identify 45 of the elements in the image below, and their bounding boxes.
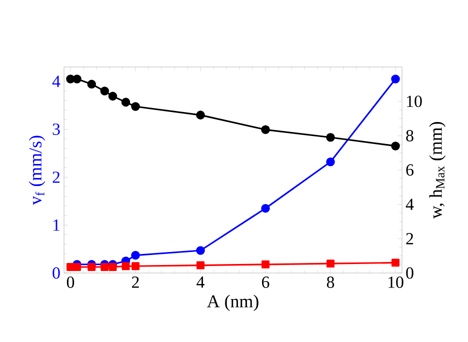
point bbox=[261, 204, 270, 213]
point bbox=[100, 263, 109, 271]
x-tick-label: 6 bbox=[262, 276, 270, 288]
y-tick-label: 0 bbox=[52, 267, 60, 279]
point bbox=[100, 86, 110, 96]
y2-tick-label: 2 bbox=[406, 233, 414, 244]
y2-tick-label: 8 bbox=[406, 130, 414, 142]
x-tick-label: 10 bbox=[388, 276, 404, 288]
x-axis-title: A (nm) bbox=[207, 294, 258, 312]
x-tick-label: 8 bbox=[326, 276, 334, 288]
point bbox=[122, 262, 130, 270]
point bbox=[121, 98, 130, 107]
point bbox=[131, 250, 140, 260]
y-tick-label: 2 bbox=[52, 172, 60, 183]
x-tick-label: 0 bbox=[66, 276, 74, 288]
point bbox=[326, 157, 335, 166]
point bbox=[72, 74, 82, 84]
point bbox=[196, 246, 205, 255]
point bbox=[326, 260, 334, 268]
y2-tick-label: 4 bbox=[406, 198, 414, 210]
point bbox=[391, 74, 400, 84]
x-tick-label: 4 bbox=[196, 276, 204, 288]
point bbox=[88, 263, 96, 271]
y-axis-title: v$_{f}$ (mm/s) bbox=[28, 136, 46, 205]
point bbox=[261, 125, 270, 134]
point bbox=[262, 260, 270, 268]
x-tick-label: 2 bbox=[132, 276, 139, 288]
point bbox=[108, 92, 118, 101]
point bbox=[87, 80, 96, 89]
point bbox=[326, 132, 335, 142]
y2-tick-label: 10 bbox=[407, 96, 422, 108]
point bbox=[196, 261, 204, 270]
y-tick-label: 1 bbox=[53, 219, 60, 231]
y2-tick-label: 0 bbox=[406, 267, 414, 279]
y-tick-label: 4 bbox=[52, 76, 60, 87]
point bbox=[391, 142, 400, 150]
y2-axis-title: w, h$_{Max}$ (mm) bbox=[429, 122, 446, 219]
point bbox=[392, 258, 400, 267]
y2-tick-label: 6 bbox=[406, 164, 414, 176]
point bbox=[73, 263, 81, 271]
point bbox=[131, 102, 140, 111]
point bbox=[196, 110, 205, 120]
y-tick-label: 3 bbox=[52, 124, 60, 135]
point bbox=[132, 262, 140, 270]
point bbox=[108, 263, 117, 271]
